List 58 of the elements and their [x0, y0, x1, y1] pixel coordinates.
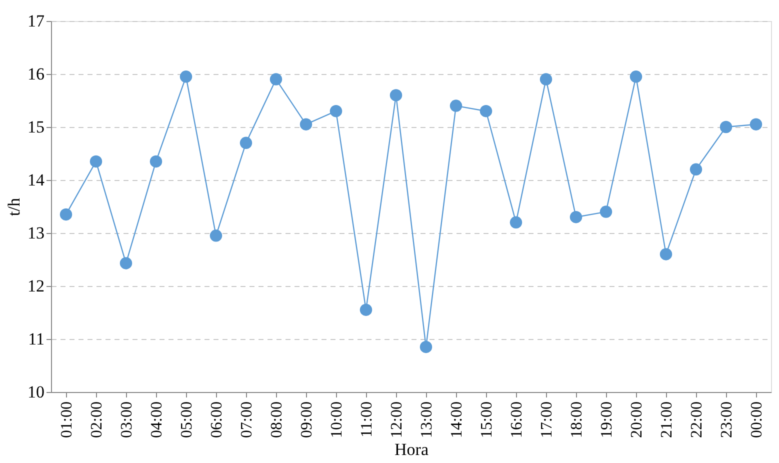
x-tick-label: 03:00: [118, 402, 136, 438]
point: [330, 104, 342, 118]
x-tick-label: 04:00: [148, 402, 166, 438]
point: [600, 206, 612, 218]
point: [660, 248, 672, 260]
x-tick-label: 01:00: [58, 402, 76, 438]
point: [750, 118, 762, 130]
x-tick-label: 11:00: [358, 402, 376, 438]
y-tick-label: 14: [28, 170, 45, 190]
y-tick-label: 12: [28, 276, 44, 296]
x-tick-label: 19:00: [598, 402, 616, 438]
x-tick-label: 00:00: [748, 402, 766, 438]
point: [720, 120, 732, 134]
x-tick-label: 05:00: [178, 402, 196, 438]
point: [150, 155, 162, 168]
y-axis-title: t/h: [4, 198, 24, 216]
x-tick-label: 10:00: [328, 402, 346, 438]
point: [120, 257, 132, 270]
point: [690, 163, 702, 176]
point: [420, 340, 432, 354]
y-tick-label: 10: [28, 382, 44, 402]
x-tick-label: 17:00: [538, 402, 556, 438]
x-axis-title: Hora: [394, 440, 429, 459]
x-tick-label: 08:00: [268, 402, 286, 438]
y-tick-label: 17: [28, 12, 45, 30]
x-tick-label: 07:00: [238, 402, 256, 438]
x-tick-label: 22:00: [688, 402, 706, 438]
x-tick-label: 09:00: [298, 402, 316, 438]
point: [570, 210, 582, 224]
point: [540, 73, 552, 86]
point: [450, 100, 462, 112]
point: [60, 208, 72, 221]
point: [300, 118, 312, 130]
point: [360, 304, 372, 316]
point: [390, 89, 402, 102]
x-tick-label: 21:00: [658, 402, 676, 438]
y-tick-label: 15: [28, 118, 44, 136]
point: [90, 155, 102, 168]
point: [630, 70, 642, 83]
x-tick-label: 20:00: [628, 402, 646, 438]
point: [480, 104, 492, 118]
x-tick-label: 02:00: [88, 402, 106, 438]
point: [270, 73, 282, 86]
point: [510, 216, 522, 229]
point: [180, 70, 192, 83]
point: [210, 230, 222, 242]
x-tick-label: 06:00: [208, 402, 226, 438]
y-tick-label: 13: [28, 224, 44, 242]
y-tick-label: 16: [28, 64, 44, 84]
x-tick-label: 23:00: [718, 402, 736, 438]
x-tick-label: 16:00: [508, 402, 526, 438]
x-tick-label: 18:00: [568, 402, 586, 438]
x-tick-label: 12:00: [388, 402, 406, 438]
x-tick-label: 14:00: [448, 402, 466, 438]
point: [240, 136, 252, 150]
y-tick-label: 11: [28, 330, 44, 348]
x-tick-label: 15:00: [478, 402, 496, 438]
x-tick-label: 13:00: [418, 402, 436, 438]
